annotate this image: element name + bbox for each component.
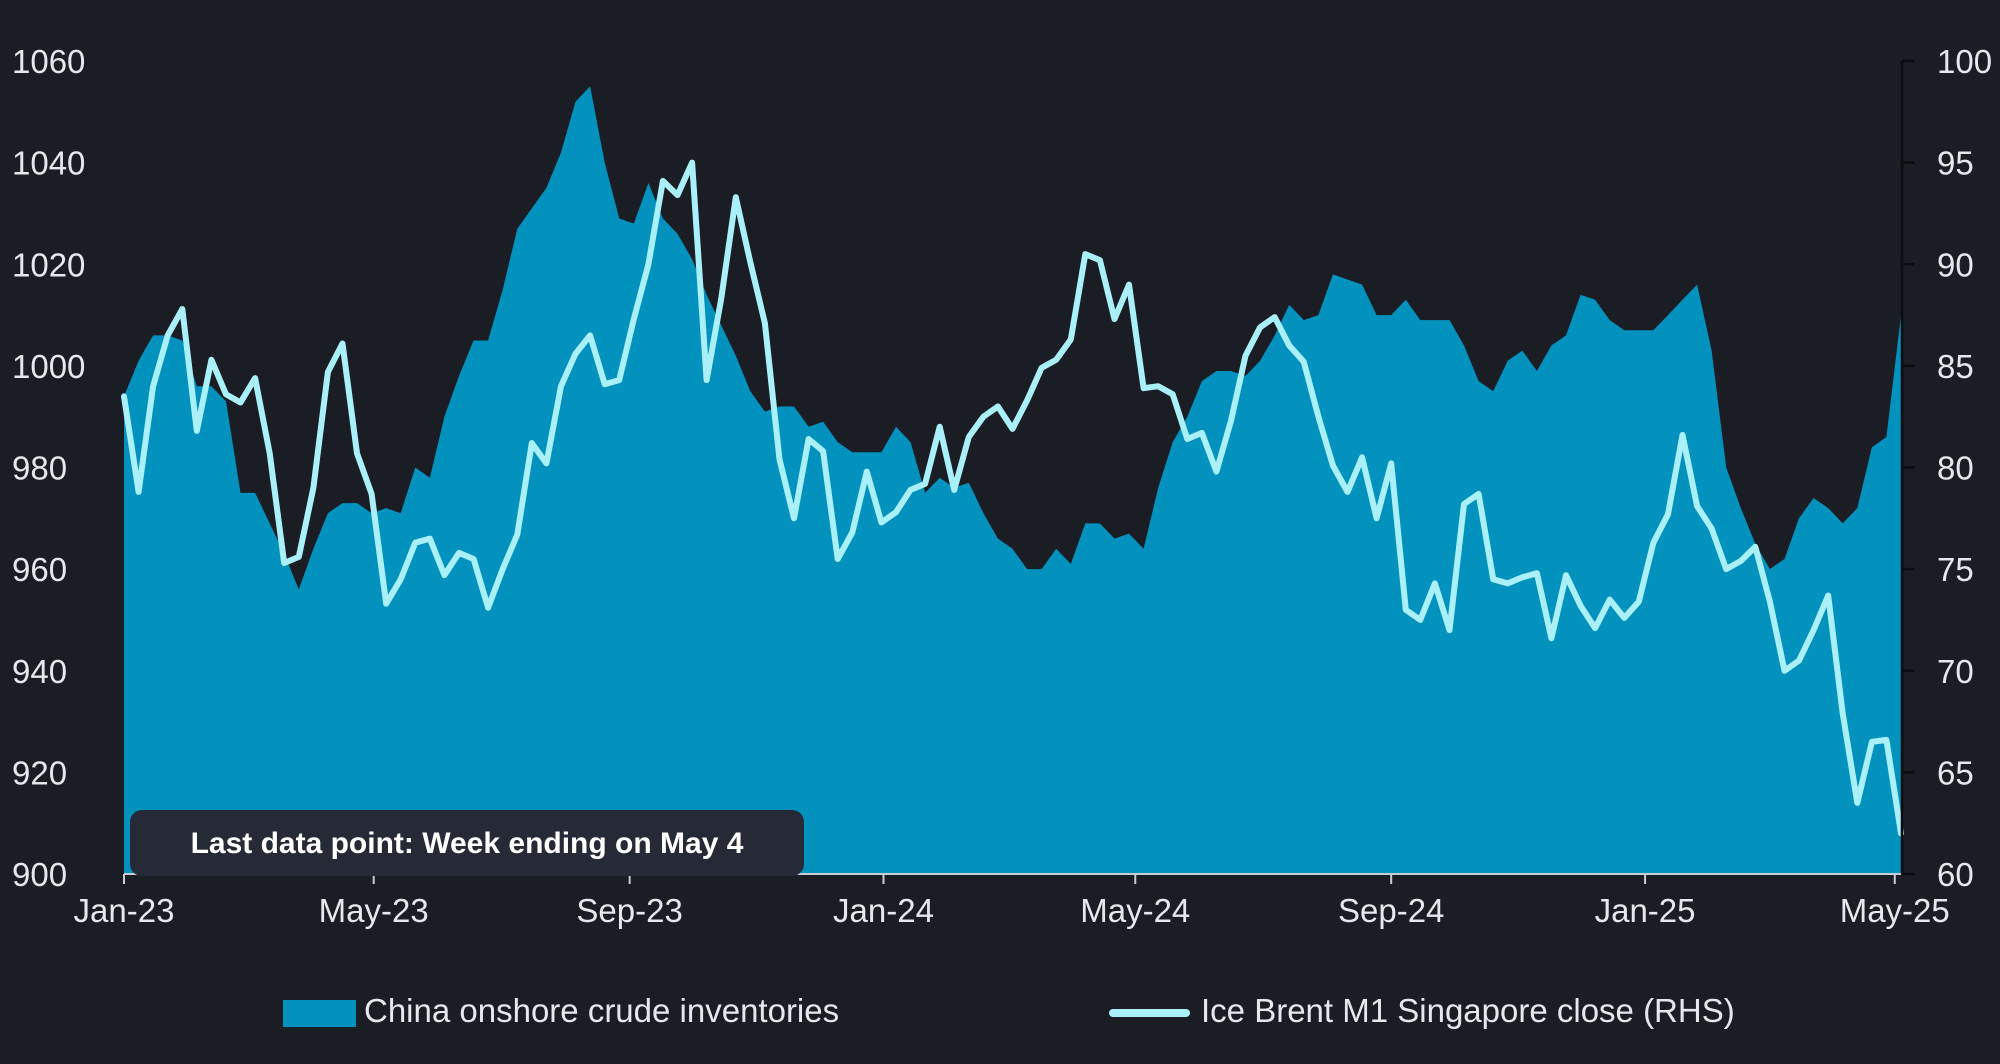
y-left-tick-label: 1040 [12,145,85,182]
last-data-note: Last data point: Week ending on May 4 [130,810,804,876]
y-right-tick-label: 65 [1937,754,1974,791]
series-area-inventories [124,86,1901,874]
y-left-tick-label: 1000 [12,348,85,385]
y-right-tick-label: 75 [1937,551,1974,588]
y-left-tick-label: 980 [12,450,67,487]
last-data-note-box [130,810,804,876]
y-right-tick-label: 60 [1937,856,1974,893]
y-right-tick-label: 90 [1937,246,1974,283]
x-tick-label: Jan-25 [1595,892,1696,929]
last-data-note-text: Last data point: Week ending on May 4 [191,827,744,860]
legend: China onshore crude inventories Ice Bren… [283,992,1735,1029]
x-tick-label: Sep-24 [1338,892,1444,929]
y-right-tick-label: 80 [1937,450,1974,487]
legend-item-brent: Ice Brent M1 Singapore close (RHS) [1109,992,1735,1029]
x-tick-label: May-25 [1840,892,1950,929]
legend-item-inventories: China onshore crude inventories [283,992,839,1029]
y-left-tick-label: 1060 [12,43,85,80]
y-left-tick-label: 1020 [12,246,85,283]
series-line-brent [121,159,1904,837]
y-left-tick-label: 940 [12,653,67,690]
y-right-tick-label: 85 [1937,348,1974,385]
y-left-tick-label: 900 [12,856,67,893]
legend-label-inventories: China onshore crude inventories [364,992,839,1029]
legend-swatch-inventories [283,1000,356,1027]
x-tick-label: Jan-24 [833,892,934,929]
x-tick-label: Sep-23 [576,892,682,929]
y-left-tick-label: 960 [12,551,67,588]
y-right-tick-label: 100 [1937,43,1992,80]
x-tick-label: May-23 [319,892,429,929]
x-tick-label: Jan-23 [74,892,175,929]
y-left-tick-label: 920 [12,754,67,791]
y-right-tick-label: 70 [1937,653,1974,690]
legend-label-brent: Ice Brent M1 Singapore close (RHS) [1201,992,1735,1029]
plot-area [121,86,1904,874]
y-right-tick-label: 95 [1937,145,1974,182]
x-tick-label: May-24 [1080,892,1190,929]
